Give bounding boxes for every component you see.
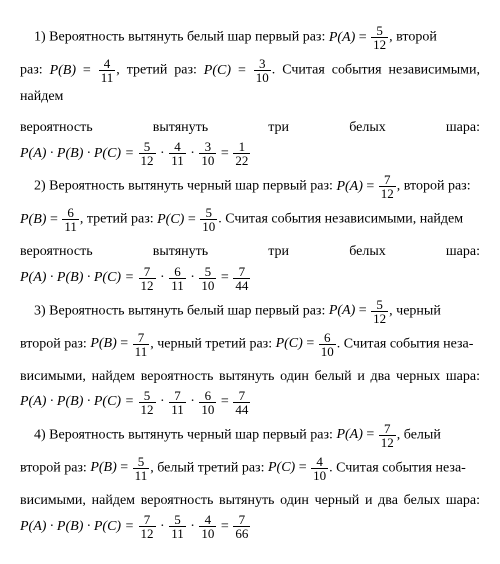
item-3-line1: 3) Вероятность вытянуть белый шар первый…: [20, 298, 480, 325]
item-2-concl: вероятность вытянуть три белых шара: P(A…: [20, 239, 480, 291]
item-4-line2: второй раз: P(B) = 511, белый третий раз…: [20, 455, 480, 482]
item-4-concl: висимыми, найдем вероятность вытянуть од…: [20, 488, 480, 540]
document-body: 1) Вероятность вытянуть белый шар первый…: [20, 24, 480, 540]
item-4-line1: 4) Вероятность вытянуть черный шар первы…: [20, 422, 480, 449]
item-2-line1: 2) Вероятность вытянуть черный шар первы…: [20, 173, 480, 200]
item-2-line2: P(B) = 611, третий раз: P(C) = 510. Счит…: [20, 206, 480, 233]
item-1-line1: 1) Вероятность вытянуть белый шар первый…: [20, 24, 480, 51]
item-1-line2: раз: P(B) = 411, третий раз: P(C) = 310.…: [20, 57, 480, 109]
item-1-concl: вероятность вытянуть три белых шара: P(A…: [20, 115, 480, 167]
item-3-concl: висимыми, найдем вероятность вытянуть од…: [20, 364, 480, 416]
item-3-line2: второй раз: P(B) = 711, черный третий ра…: [20, 331, 480, 358]
